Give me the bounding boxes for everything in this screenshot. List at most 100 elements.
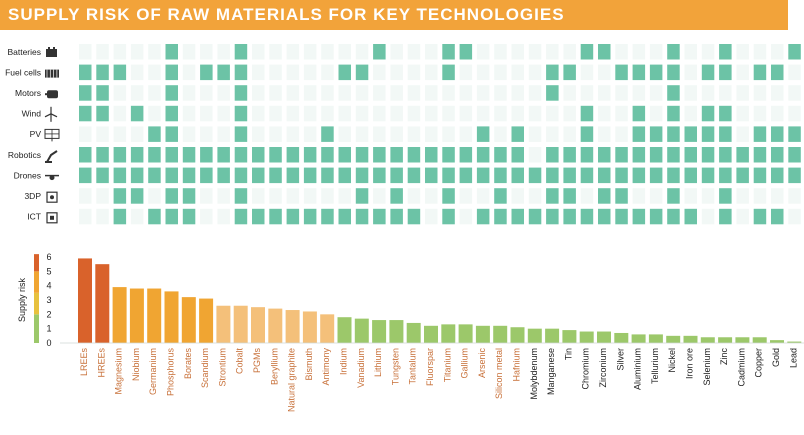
matrix-cell (442, 85, 455, 101)
matrix-cell (165, 44, 178, 60)
matrix-cell (788, 208, 801, 225)
matrix-cell (511, 44, 524, 60)
x-tick-label: Iron ore (685, 348, 695, 379)
matrix-cell (425, 167, 438, 184)
matrix-cell (425, 105, 438, 122)
bar (545, 328, 560, 343)
matrix-cell (148, 44, 161, 60)
matrix-cell (719, 44, 732, 60)
matrix-cell (321, 105, 334, 122)
matrix-cell (511, 167, 524, 184)
matrix-cell (563, 85, 576, 101)
bar (78, 258, 92, 343)
matrix-cell (753, 44, 767, 60)
matrix-cell (598, 126, 611, 142)
matrix-cell (632, 147, 646, 163)
matrix-row-label: ICT (27, 212, 41, 222)
x-tick-label: Germanium (148, 348, 158, 395)
matrix-cell (563, 188, 576, 204)
matrix-cell (252, 167, 265, 184)
matrix-cell (407, 85, 421, 101)
bar (648, 334, 663, 343)
matrix-cell (303, 64, 317, 81)
bar (181, 297, 196, 343)
robot-arm-icon (45, 150, 58, 163)
x-tick-label: HREEs (96, 348, 106, 378)
matrix-cell (338, 208, 351, 225)
matrix-cell (407, 105, 421, 122)
matrix-cell (373, 188, 386, 204)
y-tick-label: 3 (46, 295, 51, 305)
matrix-cell (511, 85, 524, 101)
matrix-cell (528, 188, 542, 204)
bar (337, 317, 352, 343)
y-axis-title: Supply risk (17, 277, 27, 322)
matrix-cell (286, 147, 300, 163)
matrix-cell (511, 64, 524, 81)
bar (735, 337, 750, 343)
matrix-cell (719, 126, 732, 142)
matrix-cell (217, 208, 230, 225)
bar (700, 337, 715, 343)
matrix-cell (234, 188, 248, 204)
matrix-cell (580, 44, 594, 60)
matrix-cell (442, 147, 455, 163)
matrix-cell (771, 167, 784, 184)
matrix-cell (234, 64, 248, 81)
matrix-cell (303, 126, 317, 142)
matrix-cell (753, 126, 767, 142)
matrix-cell (373, 208, 386, 225)
matrix-cell (546, 85, 559, 101)
matrix-cell (753, 85, 767, 101)
matrix-cell (113, 208, 127, 225)
matrix-cell (701, 188, 715, 204)
matrix-cell (667, 64, 680, 81)
matrix-row-label: Motors (15, 88, 41, 98)
matrix-cell (79, 126, 92, 142)
matrix-cell (79, 64, 92, 81)
matrix-cell (252, 147, 265, 163)
matrix-cell (96, 147, 109, 163)
matrix-cell (701, 64, 715, 81)
matrix-cell (701, 126, 715, 142)
matrix-cell (788, 147, 801, 163)
matrix-cell (494, 188, 507, 204)
matrix-cell (649, 64, 663, 81)
matrix-cell (494, 64, 507, 81)
matrix-cell (165, 147, 178, 163)
matrix-cell (217, 44, 230, 60)
matrix-cell (442, 167, 455, 184)
matrix-cell (736, 188, 749, 204)
matrix-cell (148, 147, 161, 163)
matrix-cell (148, 105, 161, 122)
matrix-cell (442, 126, 455, 142)
matrix-cell (684, 105, 697, 122)
matrix-row-label: 3DP (24, 191, 41, 201)
matrix-cell (338, 85, 351, 101)
matrix-cell (459, 44, 473, 60)
matrix-cell (598, 85, 611, 101)
matrix-cell (667, 147, 680, 163)
matrix-cell (684, 167, 697, 184)
matrix-cell (649, 188, 663, 204)
matrix-cell (771, 64, 784, 81)
matrix-cell (234, 147, 248, 163)
matrix-cell (96, 188, 109, 204)
matrix-row-label: Fuel cells (5, 67, 41, 77)
matrix-cell (598, 44, 611, 60)
matrix-cell (528, 44, 542, 60)
matrix-cell (182, 147, 196, 163)
matrix-cell (476, 105, 490, 122)
matrix-cell (442, 188, 455, 204)
matrix-cell (217, 105, 230, 122)
matrix-cell (79, 167, 92, 184)
matrix-cell (753, 64, 767, 81)
matrix-cell (719, 64, 732, 81)
matrix-cell (373, 126, 386, 142)
matrix-cell (200, 105, 213, 122)
matrix-cell (252, 85, 265, 101)
bar (787, 341, 802, 343)
x-tick-label: Phosphorus (166, 348, 176, 397)
matrix-cell (459, 167, 473, 184)
matrix-cell (425, 85, 438, 101)
